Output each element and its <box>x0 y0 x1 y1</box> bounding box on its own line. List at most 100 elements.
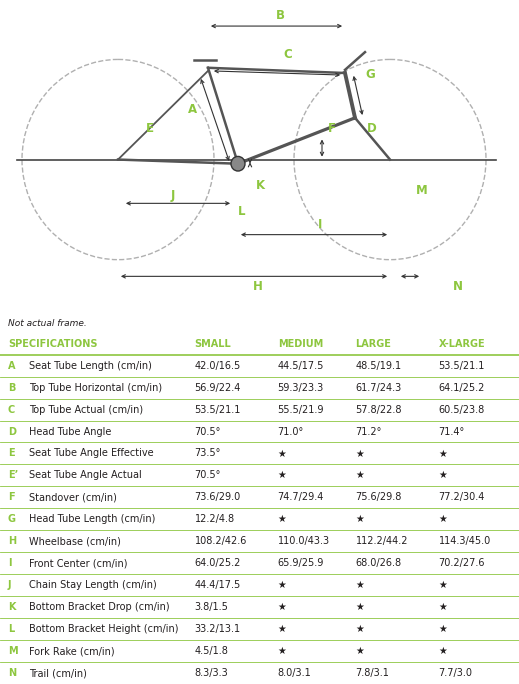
Text: 53.5/21.1: 53.5/21.1 <box>439 360 485 371</box>
Text: 8.3/3.3: 8.3/3.3 <box>195 668 228 678</box>
Text: 71.4°: 71.4° <box>439 427 465 436</box>
Text: ★: ★ <box>439 514 447 525</box>
Text: 77.2/30.4: 77.2/30.4 <box>439 492 485 502</box>
Text: M: M <box>416 184 428 198</box>
Text: 33.2/13.1: 33.2/13.1 <box>195 624 241 634</box>
Text: ★: ★ <box>439 624 447 634</box>
Text: 44.4/17.5: 44.4/17.5 <box>195 580 241 590</box>
Text: Top Tube Horizontal (cm/in): Top Tube Horizontal (cm/in) <box>29 382 162 393</box>
Text: ★: ★ <box>356 514 364 525</box>
Text: 56.9/22.4: 56.9/22.4 <box>195 382 241 393</box>
Text: ★: ★ <box>439 580 447 590</box>
Text: C: C <box>8 404 15 415</box>
Text: 4.5/1.8: 4.5/1.8 <box>195 646 228 656</box>
Text: 65.9/25.9: 65.9/25.9 <box>278 558 324 568</box>
Text: LARGE: LARGE <box>356 339 391 349</box>
Text: A: A <box>8 360 15 371</box>
Text: SMALL: SMALL <box>195 339 231 349</box>
Text: H: H <box>253 280 263 293</box>
Circle shape <box>231 157 245 171</box>
Text: X-LARGE: X-LARGE <box>439 339 485 349</box>
Text: 70.5°: 70.5° <box>195 471 221 480</box>
Text: L: L <box>8 624 14 634</box>
Text: 44.5/17.5: 44.5/17.5 <box>278 360 324 371</box>
Text: E: E <box>146 122 154 135</box>
Text: D: D <box>8 427 16 436</box>
Text: ★: ★ <box>356 471 364 480</box>
Text: 71.2°: 71.2° <box>356 427 382 436</box>
Text: Standover (cm/in): Standover (cm/in) <box>29 492 116 502</box>
Text: 70.5°: 70.5° <box>195 427 221 436</box>
Text: J: J <box>8 580 11 590</box>
Text: ★: ★ <box>278 580 286 590</box>
Text: Not actual frame.: Not actual frame. <box>8 319 87 328</box>
Text: SPECIFICATIONS: SPECIFICATIONS <box>8 339 97 349</box>
Text: K: K <box>8 602 15 612</box>
Text: Bottom Bracket Drop (cm/in): Bottom Bracket Drop (cm/in) <box>29 602 169 612</box>
Text: Head Tube Length (cm/in): Head Tube Length (cm/in) <box>29 514 155 525</box>
Text: H: H <box>8 536 16 547</box>
Text: L: L <box>238 205 246 218</box>
Text: ★: ★ <box>356 580 364 590</box>
Text: A: A <box>187 103 197 116</box>
Text: 70.2/27.6: 70.2/27.6 <box>439 558 485 568</box>
Text: 73.6/29.0: 73.6/29.0 <box>195 492 241 502</box>
Text: Trail (cm/in): Trail (cm/in) <box>29 668 87 678</box>
Text: I: I <box>8 558 11 568</box>
Text: 8.0/3.1: 8.0/3.1 <box>278 668 311 678</box>
Text: Front Center (cm/in): Front Center (cm/in) <box>29 558 127 568</box>
Text: G: G <box>8 514 16 525</box>
Text: Fork Rake (cm/in): Fork Rake (cm/in) <box>29 646 114 656</box>
Text: F: F <box>328 122 336 135</box>
Text: M: M <box>8 646 18 656</box>
Text: N: N <box>453 280 463 293</box>
Text: Seat Tube Angle Effective: Seat Tube Angle Effective <box>29 449 153 458</box>
Text: ★: ★ <box>278 646 286 656</box>
Text: 112.2/44.2: 112.2/44.2 <box>356 536 408 547</box>
Text: 74.7/29.4: 74.7/29.4 <box>278 492 324 502</box>
Text: F: F <box>8 492 15 502</box>
Text: 64.1/25.2: 64.1/25.2 <box>439 382 485 393</box>
Text: 3.8/1.5: 3.8/1.5 <box>195 602 228 612</box>
Text: 64.0/25.2: 64.0/25.2 <box>195 558 241 568</box>
Text: ★: ★ <box>278 514 286 525</box>
Text: ★: ★ <box>439 449 447 458</box>
Text: G: G <box>365 68 375 81</box>
Text: B: B <box>276 9 284 22</box>
Text: Seat Tube Length (cm/in): Seat Tube Length (cm/in) <box>29 360 152 371</box>
Text: E’: E’ <box>8 471 18 480</box>
Text: Seat Tube Angle Actual: Seat Tube Angle Actual <box>29 471 141 480</box>
Text: E: E <box>8 449 15 458</box>
Text: 73.5°: 73.5° <box>195 449 221 458</box>
Text: ★: ★ <box>356 602 364 612</box>
Text: 59.3/23.3: 59.3/23.3 <box>278 382 324 393</box>
Text: 114.3/45.0: 114.3/45.0 <box>439 536 491 547</box>
Text: Top Tube Actual (cm/in): Top Tube Actual (cm/in) <box>29 404 143 415</box>
Text: 61.7/24.3: 61.7/24.3 <box>356 382 402 393</box>
Text: 7.7/3.0: 7.7/3.0 <box>439 668 473 678</box>
Text: 42.0/16.5: 42.0/16.5 <box>195 360 241 371</box>
Text: ★: ★ <box>278 471 286 480</box>
Text: 48.5/19.1: 48.5/19.1 <box>356 360 402 371</box>
Text: I: I <box>318 218 322 231</box>
Text: 75.6/29.8: 75.6/29.8 <box>356 492 402 502</box>
Text: 110.0/43.3: 110.0/43.3 <box>278 536 330 547</box>
Text: 12.2/4.8: 12.2/4.8 <box>195 514 235 525</box>
Text: Wheelbase (cm/in): Wheelbase (cm/in) <box>29 536 120 547</box>
Text: ★: ★ <box>356 646 364 656</box>
Text: Head Tube Angle: Head Tube Angle <box>29 427 111 436</box>
Text: Chain Stay Length (cm/in): Chain Stay Length (cm/in) <box>29 580 156 590</box>
Text: 53.5/21.1: 53.5/21.1 <box>195 404 241 415</box>
Text: ★: ★ <box>439 602 447 612</box>
Text: ★: ★ <box>278 602 286 612</box>
Text: ★: ★ <box>356 624 364 634</box>
Text: B: B <box>8 382 15 393</box>
Text: N: N <box>8 668 16 678</box>
Text: 71.0°: 71.0° <box>278 427 304 436</box>
Text: 68.0/26.8: 68.0/26.8 <box>356 558 402 568</box>
Text: ★: ★ <box>439 471 447 480</box>
Text: 57.8/22.8: 57.8/22.8 <box>356 404 402 415</box>
Text: MEDIUM: MEDIUM <box>278 339 323 349</box>
Text: ★: ★ <box>439 646 447 656</box>
Text: 55.5/21.9: 55.5/21.9 <box>278 404 324 415</box>
